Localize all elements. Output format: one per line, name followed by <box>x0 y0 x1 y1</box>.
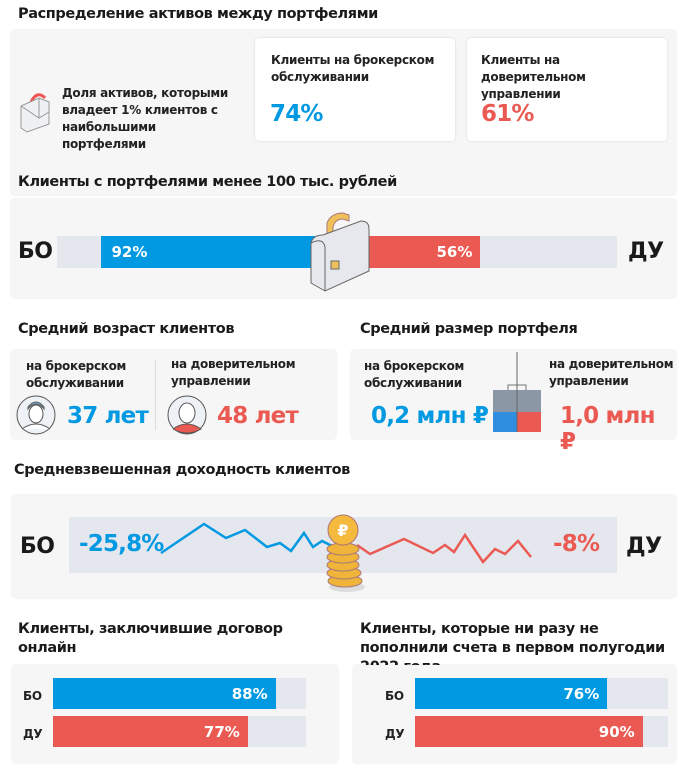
asset-share-description: Доля активов, которыми владеет 1% клиент… <box>62 86 229 151</box>
du-axis-label: ДУ <box>626 534 662 559</box>
du-value: 1,0 млн ₽ <box>560 403 656 455</box>
row-label: БО <box>23 689 42 703</box>
bo-value: 37 лет <box>67 403 149 429</box>
section-title: Клиенты, заключившие договор онлайн <box>18 621 283 656</box>
bo-axis-label: БО <box>18 239 53 264</box>
bo-bar: 88% <box>53 678 276 709</box>
bo-label: на брокерском обслуживании <box>364 359 465 390</box>
section-title: Средний возраст клиентов <box>18 321 235 337</box>
bar-value: 90% <box>598 722 635 741</box>
bo-label: Клиенты на брокерском обслуживании <box>271 53 435 84</box>
divider <box>155 360 156 430</box>
du-value: -8% <box>553 531 600 557</box>
du-label: на доверительном управлении <box>549 357 674 388</box>
bar-value: 77% <box>203 722 240 741</box>
du-bar: 90% <box>415 716 643 747</box>
du-label: на доверительном управлении <box>171 357 296 388</box>
yield-panel: БО ДУ -25,8% -8% ₽ <box>12 495 676 598</box>
briefcase-icon <box>20 93 50 133</box>
briefcase-icon <box>310 212 370 292</box>
bo-value: -25,8% <box>79 531 164 557</box>
ruble-coins-icon: ₽ <box>326 514 365 592</box>
bo-axis-label: БО <box>20 534 55 559</box>
du-yield-line <box>356 532 532 565</box>
split-briefcase-icon <box>493 352 541 432</box>
asset-share-panel: Доля активов, которыми владеет 1% клиент… <box>11 30 676 195</box>
bo-card: Клиенты на брокерском обслуживании 74% <box>255 38 455 141</box>
bo-value: 74% <box>270 101 323 127</box>
du-label: Клиенты на доверительном управлении <box>481 53 586 101</box>
section-title: Клиенты с портфелями менее 100 тыс. рубл… <box>18 174 397 190</box>
bo-value: 0,2 млн ₽ <box>371 403 489 429</box>
bar-value: 88% <box>231 684 268 703</box>
du-value: 61% <box>481 101 534 127</box>
section-title: Средневзвешенная доходность клиентов <box>14 462 350 478</box>
section-title: Средний размер портфеля <box>360 321 578 337</box>
bo-yield-line <box>160 522 335 555</box>
avg-age-panel: на брокерском обслуживании 37 лет на дов… <box>11 350 336 439</box>
section-title: Распределение активов между портфелями <box>18 6 378 22</box>
yield-lines: ₽ <box>160 514 532 592</box>
bo-label: на брокерском обслуживании <box>26 359 127 390</box>
du-bar-value: 56% <box>436 243 473 261</box>
bar-value: 76% <box>563 684 600 703</box>
online-contract-panel: БО ДУ 88% 77% <box>12 665 338 763</box>
bo-bar: 76% <box>415 678 608 709</box>
svg-text:₽: ₽ <box>337 521 348 540</box>
young-client-avatar-icon <box>16 395 56 435</box>
row-label: БО <box>385 689 404 703</box>
du-card: Клиенты на доверительном управлении 61% <box>467 38 667 141</box>
du-axis-label: ДУ <box>628 239 664 264</box>
du-bar: 77% <box>53 716 248 747</box>
no-topup-panel: БО ДУ 76% 90% <box>353 665 676 763</box>
avg-portfolio-panel: на брокерском обслуживании 0,2 млн ₽ на … <box>351 350 676 455</box>
row-label: ДУ <box>23 727 43 741</box>
small-portfolio-panel: БО ДУ 92% 56% <box>11 199 676 298</box>
du-value: 48 лет <box>217 403 299 429</box>
older-client-avatar-icon <box>167 395 207 435</box>
bo-bar-value: 92% <box>111 243 148 261</box>
bo-bar: 92% <box>101 236 337 268</box>
row-label: ДУ <box>385 727 405 741</box>
